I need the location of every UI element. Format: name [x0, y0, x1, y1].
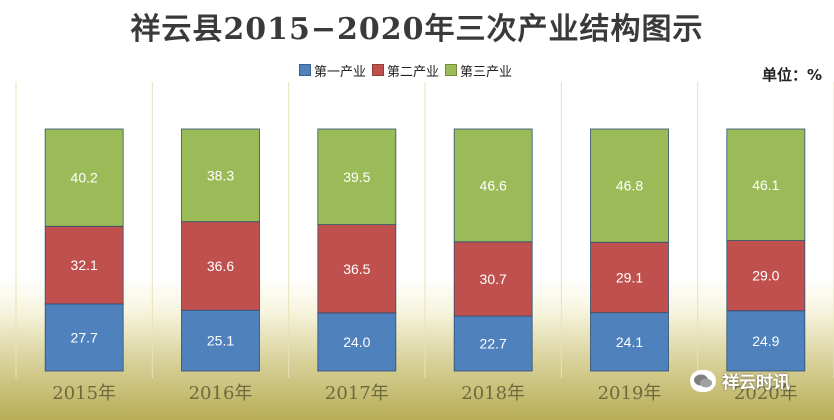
bar-segment-secondary-3: [317, 224, 397, 314]
data-label-secondary-6: 29.0: [752, 268, 779, 284]
category-label-1: 2015年: [52, 383, 116, 404]
data-label-primary-3: 24.0: [343, 334, 370, 350]
unit-label: 单位：%: [761, 66, 822, 84]
legend-swatch-secondary: [372, 64, 385, 76]
bar-segment-secondary-6: [726, 240, 806, 312]
bar-segment-tertiary-6: [726, 128, 806, 241]
data-label-primary-6: 24.9: [752, 333, 779, 349]
data-label-secondary-2: 36.6: [207, 258, 234, 274]
category-label-4: 2018年: [461, 383, 525, 404]
data-label-secondary-3: 36.5: [343, 261, 370, 277]
data-label-tertiary-6: 46.1: [752, 177, 779, 193]
legend-label-primary: 第一产业: [314, 64, 367, 80]
data-label-primary-2: 25.1: [207, 333, 234, 349]
data-label-tertiary-4: 46.6: [480, 177, 507, 193]
bar-segment-primary-1: [44, 303, 124, 372]
legend: 第一产业 第二产业 第三产业: [299, 61, 512, 80]
legend-item-secondary: 第二产业: [372, 61, 439, 80]
data-label-tertiary-5: 46.8: [616, 178, 643, 194]
category-label-6: 2020年: [734, 383, 798, 404]
data-label-primary-5: 24.1: [616, 334, 643, 350]
wechat-icon: [690, 369, 716, 392]
category-label-5: 2019年: [598, 383, 662, 404]
bar-segment-primary-4: [453, 315, 533, 372]
bar-segment-secondary-2: [181, 221, 260, 311]
bar-segment-primary-2: [181, 309, 260, 372]
category-label-2: 2016年: [189, 383, 253, 404]
bar-segment-tertiary-4: [453, 128, 533, 243]
watermark-text: 祥云时讯: [722, 373, 790, 393]
data-label-primary-4: 22.7: [480, 336, 507, 352]
bar-segment-secondary-5: [590, 241, 669, 314]
data-label-primary-1: 27.7: [71, 329, 98, 345]
data-label-tertiary-2: 38.3: [207, 167, 234, 183]
legend-swatch-primary: [299, 64, 311, 76]
bar-segment-primary-3: [317, 312, 397, 372]
bar-segment-tertiary-5: [590, 128, 669, 243]
legend-item-primary: 第一产业: [299, 61, 366, 80]
legend-swatch-tertiary: [445, 64, 458, 76]
legend-label-tertiary: 第三产业: [460, 64, 513, 80]
legend-item-tertiary: 第三产业: [445, 61, 512, 80]
bar-segment-tertiary-3: [317, 128, 397, 225]
bar-segment-primary-5: [590, 312, 669, 372]
data-label-secondary-5: 29.1: [616, 269, 643, 285]
data-label-secondary-1: 32.1: [71, 257, 98, 273]
bar-segment-secondary-1: [44, 225, 124, 305]
watermark: 祥云时讯: [690, 368, 790, 393]
data-label-tertiary-3: 39.5: [343, 169, 370, 185]
chart-title: 祥云县2015−2020年三次产业结构图示: [130, 12, 704, 47]
bar-segment-tertiary-1: [44, 128, 124, 227]
data-label-tertiary-1: 40.2: [71, 170, 98, 186]
bar-segment-secondary-4: [453, 241, 533, 317]
category-label-3: 2017年: [325, 383, 389, 404]
legend-label-secondary: 第二产业: [387, 64, 440, 80]
bar-segment-tertiary-2: [181, 128, 260, 223]
data-label-secondary-4: 30.7: [480, 271, 507, 287]
